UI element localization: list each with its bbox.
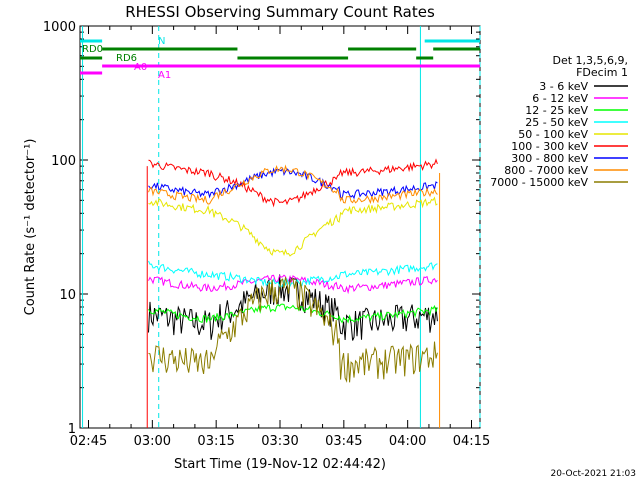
y-tick-label: 1000 <box>43 20 76 35</box>
x-tick-label: 03:30 <box>261 434 298 449</box>
series-line <box>148 158 438 208</box>
y-tick-label: 1 <box>68 422 76 437</box>
legend-label: 3 - 6 keV <box>539 80 588 93</box>
y-tick-label: 10 <box>59 288 76 303</box>
x-tick-label: 04:00 <box>389 434 426 449</box>
series-line <box>148 274 438 295</box>
flag-label-rd0: RD0 <box>82 44 103 55</box>
x-tick-label: 04:15 <box>453 434 490 449</box>
legend-label: 7000 - 15000 keV <box>490 176 588 189</box>
legend-label: 25 - 50 keV <box>525 116 588 129</box>
legend-label: 50 - 100 keV <box>518 128 588 141</box>
chart-title: RHESSI Observing Summary Count Rates <box>125 3 435 21</box>
series-line <box>148 277 438 383</box>
x-tick-label: 02:45 <box>70 434 107 449</box>
y-tick-label: 100 <box>51 154 76 169</box>
series-line <box>148 196 438 257</box>
legend-label: 6 - 12 keV <box>532 92 588 105</box>
legend-label: 300 - 800 keV <box>511 152 588 165</box>
series-line <box>148 303 438 324</box>
flag-label-a1: A1 <box>158 70 171 81</box>
x-axis-label: Start Time (19-Nov-12 02:44:42) <box>174 457 386 472</box>
plot-area: 1 10 100 1000 02:45 03:00 03:15 03:30 03:45 04:00… <box>43 20 490 449</box>
flag-label-rd6: RD6 <box>116 53 137 64</box>
flag-label-a0: A0 <box>134 62 147 73</box>
footer-timestamp: 20-Oct-2021 21:03 <box>551 469 636 479</box>
x-tick-label: 03:00 <box>134 434 171 449</box>
flag-label-n: N <box>158 36 165 47</box>
legend-header: FDecim 1 <box>576 66 628 79</box>
legend-label: 100 - 300 keV <box>511 140 588 153</box>
legend-label: 12 - 25 keV <box>525 104 588 117</box>
series-line <box>148 164 438 205</box>
x-tick-label: 03:45 <box>325 434 362 449</box>
series-line <box>148 260 438 289</box>
x-tick-label: 03:15 <box>197 434 234 449</box>
legend-label: 800 - 7000 keV <box>504 164 588 177</box>
y-axis-label: Count Rate (s⁻¹ detector⁻¹) <box>23 139 38 316</box>
legend-header: Det 1,3,5,6,9, <box>552 54 628 67</box>
